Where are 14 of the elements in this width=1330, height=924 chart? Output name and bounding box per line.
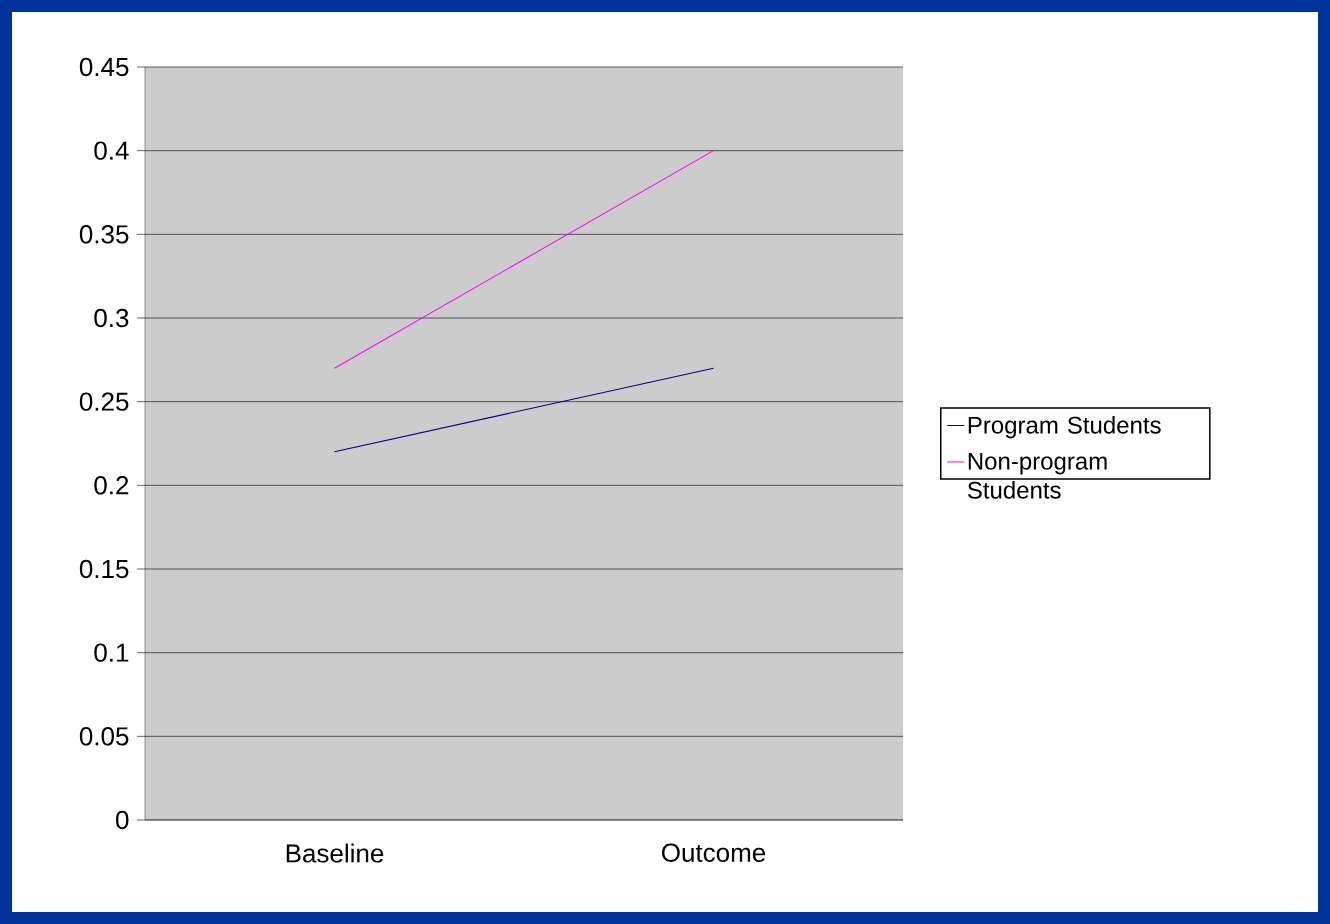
y-tick-label: 0.25: [79, 392, 129, 411]
y-tick-label: 0.45: [79, 57, 129, 77]
y-tick-label: 0: [116, 810, 129, 830]
x-tick-label: Baseline: [286, 843, 384, 863]
y-tick-label: 0.35: [79, 225, 129, 244]
x-tick-label: Outcome: [662, 843, 766, 862]
y-tick-label: 0.4: [94, 141, 129, 160]
y-tick-label: 0.05: [79, 727, 129, 746]
y-tick-label: 0.3: [94, 308, 129, 328]
y-tick-label: 0.15: [79, 559, 129, 579]
y-tick-label: 0.1: [94, 643, 129, 662]
y-tick-label: 0.2: [94, 476, 129, 495]
legend-label: Program Students: [968, 416, 1161, 439]
legend-label: Non-program Students: [967, 452, 1107, 499]
